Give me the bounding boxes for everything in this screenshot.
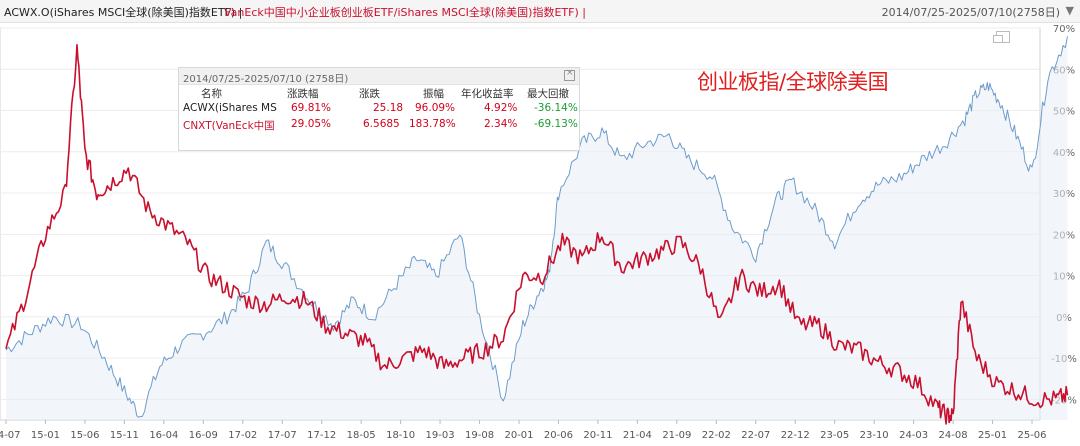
row-name: ACWX(iShares MSC (183, 102, 277, 114)
row-change: 6.5685 (363, 118, 400, 130)
row-annual: 4.92% (484, 102, 518, 114)
legend-row-cnxt[interactable]: CNXT(VanEck中国 29.05% 6.5685 183.78% 2.34… (179, 117, 579, 133)
x-tick-label: 25-01 (978, 430, 1007, 441)
x-tick-label: 19-08 (465, 430, 494, 441)
x-tick-label: 18-10 (386, 430, 415, 441)
x-tick-label: 15-06 (70, 430, 99, 441)
row-amplitude: 96.09% (415, 102, 456, 114)
col-change-pct: 涨跌幅 (287, 88, 319, 100)
series2-title: VanEck中国中小企业板创业板ETF/iShares MSCI全球(除美国)指… (224, 6, 586, 19)
chart-toolbar: ACWX.O(iShares MSCI全球(除美国)指数ETF) | VanEc… (0, 0, 1080, 23)
row-change-pct: 69.81% (291, 102, 332, 114)
col-change: 涨跌 (359, 88, 380, 100)
y-tick-label: 70% (1053, 24, 1075, 35)
legend-header: 2014/07/25-2025/07/10 (2758日) (179, 68, 579, 85)
x-tick-label: 22-12 (781, 430, 810, 441)
col-name: 名称 (201, 88, 222, 100)
close-icon[interactable] (564, 68, 575, 81)
restore-window-icon[interactable] (993, 31, 1010, 43)
date-range[interactable]: 2014/07/25-2025/07/10(2758日) (881, 6, 1060, 19)
x-tick-label: 22-02 (702, 430, 731, 441)
row-name: CNXT(VanEck中国 (183, 120, 275, 132)
x-tick-label: 21-04 (623, 430, 652, 441)
x-tick-label: 15-11 (110, 430, 139, 441)
x-tick-label: 20-06 (544, 430, 573, 441)
legend-row-acwx[interactable]: ACWX(iShares MSC 69.81% 25.18 96.09% 4.9… (179, 101, 579, 117)
x-tick-label: 25-06 (1017, 430, 1046, 441)
x-tick-label: 17-07 (268, 430, 297, 441)
x-tick-label: 20-11 (583, 430, 612, 441)
x-tick-label: 17-02 (228, 430, 257, 441)
x-tick-label: 15-01 (31, 430, 60, 441)
col-annual: 年化收益率 (461, 88, 514, 100)
x-tick-label: 24-03 (899, 430, 928, 441)
col-max-dd: 最大回撤 (527, 88, 569, 100)
x-tick-label: 22-07 (741, 430, 770, 441)
x-tick-label: 24-08 (939, 430, 968, 441)
col-amplitude: 振幅 (423, 88, 444, 100)
row-annual: 2.34% (484, 118, 518, 130)
row-change: 25.18 (373, 102, 404, 114)
dropdown-arrow-icon[interactable]: ▼ (1065, 4, 1074, 17)
x-tick-label: 17-12 (307, 430, 336, 441)
x-tick-label: 14-07 (0, 430, 21, 441)
x-tick-label: 19-03 (426, 430, 455, 441)
x-tick-label: 16-04 (149, 430, 178, 441)
series-line-cnxt (5, 44, 1069, 425)
row-change-pct: 29.05% (291, 118, 332, 130)
x-tick-label: 18-05 (347, 430, 376, 441)
series-line-acwx (5, 36, 1068, 418)
row-max-dd: -69.13% (534, 118, 578, 130)
x-tick-label: 20-01 (504, 430, 533, 441)
legend-header-row: 名称 涨跌幅 涨跌 振幅 年化收益率 最大回撤 (179, 85, 579, 101)
row-max-dd: -36.14% (534, 102, 578, 114)
x-tick-label: 23-05 (820, 430, 849, 441)
legend-title: 2014/07/25-2025/07/10 (2758日) (183, 74, 349, 85)
x-tick-label: 23-10 (860, 430, 889, 441)
series1-title: ACWX.O(iShares MSCI全球(除美国)指数ETF) | (4, 6, 243, 19)
x-tick-label: 21-09 (662, 430, 691, 441)
chart-annotation: 创业板指/全球除美国 (697, 70, 889, 94)
x-tick-label: 16-09 (189, 430, 218, 441)
legend-panel: 2014/07/25-2025/07/10 (2758日) 名称 涨跌幅 涨跌 … (178, 67, 580, 151)
row-amplitude: 183.78% (409, 118, 456, 130)
